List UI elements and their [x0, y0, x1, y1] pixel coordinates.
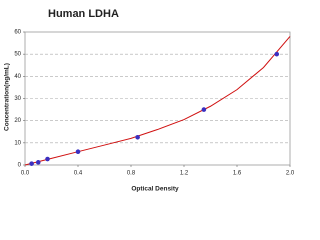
x-tick-label: 1.2 [180, 171, 189, 177]
y-tick-label: 60 [14, 30, 21, 36]
y-tick-label: 10 [14, 140, 21, 146]
data-point [201, 107, 207, 112]
y-axis-label: Concentration(ng/mL) [4, 63, 11, 131]
x-tick-label: 0.0 [21, 171, 30, 177]
data-point [35, 160, 41, 165]
x-tick-label: 0.8 [127, 171, 136, 177]
y-tick-label: 30 [14, 96, 21, 102]
x-tick-label: 1.6 [233, 171, 242, 177]
y-tick-label: 20 [14, 118, 21, 124]
data-point [274, 51, 280, 57]
data-point [135, 134, 140, 140]
chart: Human LDHA Optical Density Concentration… [4, 8, 295, 193]
x-axis-label: Optical Density [131, 186, 179, 193]
data-point [75, 149, 81, 154]
y-tick-label: 0 [18, 163, 22, 169]
fit-curve [24, 36, 291, 166]
y-tick-label: 50 [14, 52, 21, 58]
chart-title: Human LDHA [48, 8, 119, 20]
x-tick-label: 0.4 [74, 171, 83, 177]
data-point [29, 161, 34, 166]
x-tick-label: 2.0 [286, 171, 295, 177]
y-tick-label: 40 [14, 74, 21, 80]
data-point [45, 156, 50, 162]
